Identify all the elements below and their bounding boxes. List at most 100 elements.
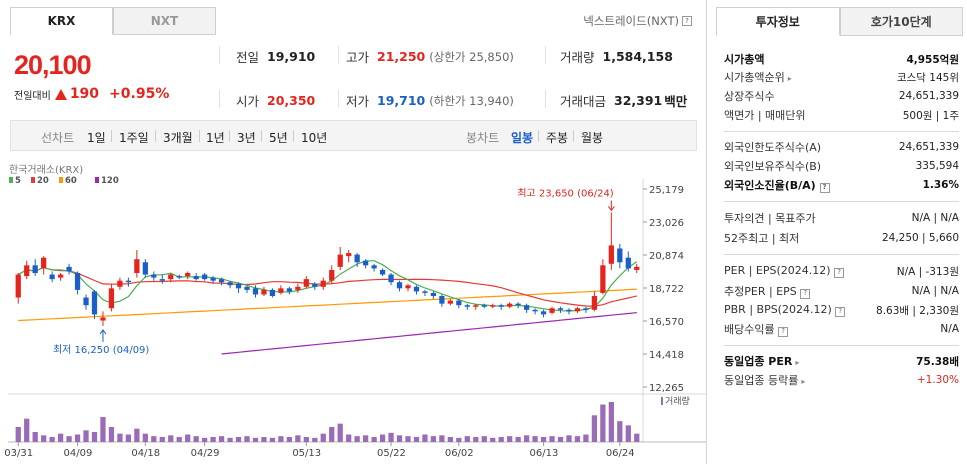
tab-krx[interactable]: KRX [10, 7, 113, 35]
help-icon[interactable]: ? [682, 16, 692, 26]
listed-shares-label: 상장주식수 [724, 90, 775, 103]
market-tabs: KRX NXT [10, 7, 216, 35]
candle-weekly[interactable]: 주봉 [546, 131, 569, 145]
candle-body [523, 305, 530, 310]
ma-legend-label: 5 [15, 176, 21, 186]
market-cap-rank-row: 시가총액순위 ▸ 코스닥 145위 [724, 68, 959, 86]
volume-bar [422, 434, 428, 442]
candle-body [134, 259, 140, 274]
candle-body [210, 277, 216, 281]
candle-body [49, 274, 55, 280]
period-1w[interactable]: 1주일 [119, 131, 149, 145]
volume-bar [600, 404, 606, 442]
period-1d[interactable]: 1일 [87, 131, 106, 145]
price-chart[interactable]: 한국거래소(KRX)5 20 60 120 25,179 23,026 20,874 18,7… [0, 155, 706, 464]
candle-daily[interactable]: 일봉 [511, 131, 534, 145]
candle-body [185, 273, 191, 277]
volume-bar [312, 437, 318, 442]
candle-body [557, 308, 564, 310]
amount-value: 32,391 [614, 93, 663, 108]
volume-bar [337, 423, 343, 442]
candle-body [66, 266, 72, 272]
candle-body [312, 283, 318, 287]
volume-bar [176, 437, 182, 442]
candle-body [329, 269, 335, 281]
volume-bar [447, 437, 453, 442]
y-tick-label: 12,265 [649, 383, 684, 394]
volume-bar [151, 436, 157, 442]
help-icon[interactable]: ? [835, 306, 846, 317]
x-tick-label: 03/31 [4, 448, 33, 459]
nxt-link[interactable]: 넥스트레이드(NXT) ? [583, 13, 692, 29]
candle-body [91, 291, 98, 315]
caret-right-icon[interactable]: ▸ [801, 377, 806, 386]
volume-bar [515, 437, 521, 442]
volume-bar [117, 433, 123, 442]
ma5-line [17, 260, 638, 312]
volume-bar [608, 402, 614, 442]
candle-body [278, 288, 284, 293]
volume-bar [439, 435, 445, 442]
volume-bar [617, 421, 623, 442]
period-3m[interactable]: 3개월 [163, 131, 193, 145]
tab-nxt[interactable]: NXT [113, 7, 216, 35]
period-1y[interactable]: 1년 [206, 131, 225, 145]
candle-body [24, 265, 30, 277]
volume-bar [532, 436, 538, 442]
candle-body [108, 288, 115, 309]
help-icon[interactable]: ? [800, 288, 811, 299]
high-price: 고가 21,250 (상한가 25,850) [346, 47, 514, 66]
candle-body [74, 273, 81, 290]
high-annotation: 최고 23,650 (06/24) [517, 187, 613, 199]
caret-right-icon[interactable]: ▸ [795, 358, 800, 367]
candle-monthly[interactable]: 월봉 [581, 131, 604, 145]
dividend-label: 배당수익률 [724, 323, 775, 336]
candle-body [430, 292, 437, 297]
est-per-value: N/A | N/A [911, 285, 959, 297]
dividend-value: N/A [940, 323, 959, 335]
candle-body [634, 266, 640, 270]
period-10y[interactable]: 10년 [301, 131, 328, 145]
candle-body [574, 308, 581, 312]
caret-right-icon[interactable]: ▸ [787, 74, 792, 83]
volume-bar [634, 433, 640, 442]
candle-body [354, 254, 360, 263]
candle-body [320, 280, 326, 287]
pbr-label: PBR | BPS(2024.12) [724, 303, 832, 317]
volume-bar [523, 435, 530, 442]
foreign-limit-label: 외국인한도주식수(A) [724, 141, 822, 154]
volume-bar [583, 434, 589, 442]
volume-bar [473, 437, 479, 442]
help-icon[interactable]: ? [834, 267, 845, 278]
listed-shares-value: 24,651,339 [898, 90, 959, 102]
amount-label: 거래대금 [560, 94, 607, 109]
help-icon[interactable]: ? [778, 326, 789, 337]
candle-body [286, 288, 292, 292]
low-price: 저가 19,710 (하한가 13,940) [346, 91, 514, 110]
volume-bar [405, 436, 411, 442]
candle-body [261, 289, 267, 295]
low-annotation: 최저 16,250 (04/09) [53, 344, 149, 356]
help-icon[interactable]: ? [819, 182, 830, 193]
per-value: N/A | -313원 [896, 265, 959, 278]
volume-bar [108, 427, 115, 442]
period-5y[interactable]: 5년 [269, 131, 288, 145]
tab-order-book[interactable]: 호가10단계 [839, 7, 963, 36]
foreign-limit-value: 24,651,339 [898, 141, 959, 153]
candle-body [608, 245, 614, 264]
period-3y[interactable]: 3년 [237, 131, 256, 145]
foreign-ratio-label: 외국인소진율(B/A) [724, 179, 816, 192]
volume-bar [320, 433, 326, 442]
prev-close-value: 19,910 [267, 49, 316, 64]
volume: 거래량 1,584,158 [560, 47, 673, 66]
volume-bar [41, 435, 47, 442]
ma-legend-swatch [95, 177, 99, 183]
market-cap-rank-value: 코스닥 145위 [896, 71, 959, 84]
tab-investment-info[interactable]: 투자정보 [716, 7, 840, 36]
candle-body [337, 254, 343, 267]
candle-body [515, 303, 521, 306]
volume-bar [540, 437, 547, 442]
candle-body [413, 286, 420, 292]
ma-legend-swatch [31, 177, 35, 183]
volume-label: 거래량 [560, 50, 595, 65]
